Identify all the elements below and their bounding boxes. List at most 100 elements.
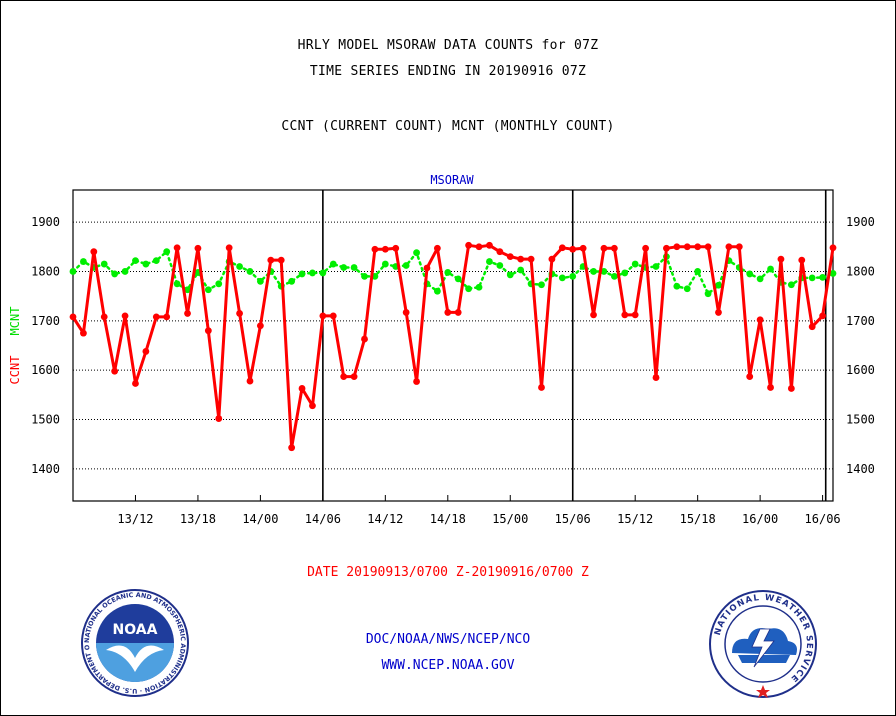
- y-tick-label-right: 1400: [846, 462, 875, 476]
- data-point-mcnt: [506, 271, 514, 279]
- chart-title-line2: TIME SERIES ENDING IN 20190916 07Z: [309, 64, 587, 79]
- data-point-ccnt: [808, 323, 816, 331]
- data-point-mcnt: [517, 266, 525, 274]
- data-point-ccnt: [173, 244, 181, 252]
- data-point-ccnt: [298, 385, 306, 392]
- data-point-mcnt: [767, 265, 774, 273]
- data-point-ccnt: [600, 244, 608, 252]
- y-tick-label-right: 1600: [846, 363, 875, 377]
- data-point-mcnt: [808, 274, 816, 282]
- data-point-ccnt: [277, 256, 285, 264]
- data-point-ccnt: [590, 311, 597, 319]
- data-point-ccnt: [621, 311, 629, 319]
- data-point-mcnt: [350, 264, 358, 271]
- data-point-mcnt: [673, 282, 681, 290]
- data-point-ccnt: [610, 244, 618, 252]
- data-point-mcnt: [329, 260, 337, 268]
- data-point-mcnt: [569, 272, 577, 280]
- data-point-ccnt: [454, 309, 462, 316]
- data-point-mcnt: [496, 262, 504, 269]
- data-point-mcnt: [288, 277, 296, 285]
- data-point-mcnt: [361, 272, 368, 280]
- x-tick-label: 13/12: [117, 512, 153, 526]
- data-point-mcnt: [402, 262, 410, 269]
- data-point-mcnt: [486, 258, 493, 265]
- data-point-ccnt: [496, 248, 504, 256]
- data-point-ccnt: [527, 255, 535, 263]
- y-tick-label-right: 1800: [846, 264, 875, 278]
- data-point-ccnt: [735, 243, 743, 251]
- left-axis-label-mcnt: MCNT: [8, 307, 22, 336]
- x-tick-label: 16/06: [805, 512, 841, 526]
- data-point-ccnt: [506, 253, 514, 261]
- data-point-mcnt: [246, 268, 254, 275]
- data-point-mcnt: [538, 281, 545, 289]
- y-tick-label-left: 1900: [31, 215, 60, 229]
- data-point-ccnt: [704, 243, 712, 251]
- data-point-ccnt: [350, 373, 358, 380]
- date-range-label: DATE 20190913/0700 Z-20190916/0700 Z: [307, 565, 589, 580]
- data-point-ccnt: [80, 329, 87, 337]
- data-point-ccnt: [663, 244, 670, 252]
- data-point-ccnt: [486, 241, 493, 249]
- data-point-ccnt: [465, 241, 473, 249]
- y-tick-label-left: 1600: [31, 363, 60, 377]
- data-point-ccnt: [538, 384, 545, 391]
- data-point-ccnt: [225, 244, 233, 252]
- data-point-mcnt: [787, 281, 795, 289]
- data-point-ccnt: [798, 256, 806, 264]
- x-tick-label: 15/00: [492, 512, 528, 526]
- y-tick-label-right: 1500: [846, 413, 875, 427]
- data-point-ccnt: [725, 243, 733, 251]
- data-point-ccnt: [402, 309, 410, 316]
- x-tick-label: 16/00: [742, 512, 778, 526]
- x-tick-label: 15/06: [555, 512, 591, 526]
- data-point-mcnt: [600, 268, 608, 275]
- data-series: [69, 241, 837, 452]
- data-point-mcnt: [746, 270, 754, 278]
- data-point-mcnt: [163, 248, 171, 256]
- data-point-mcnt: [652, 263, 660, 270]
- data-point-mcnt: [444, 269, 452, 276]
- data-point-ccnt: [152, 313, 160, 321]
- data-point-ccnt: [246, 377, 254, 385]
- data-point-ccnt: [777, 255, 785, 263]
- data-point-ccnt: [256, 322, 264, 330]
- data-point-mcnt: [590, 268, 597, 275]
- left-axis-label-ccnt: CCNT: [8, 356, 22, 385]
- day-divider-lines: [322, 190, 827, 501]
- data-point-mcnt: [694, 268, 702, 275]
- data-point-ccnt: [163, 313, 171, 321]
- x-tick-label: 13/18: [180, 512, 216, 526]
- data-point-mcnt: [69, 268, 77, 275]
- website-label: WWW.NCEP.NOAA.GOV: [381, 658, 515, 673]
- data-point-ccnt: [475, 243, 483, 251]
- data-point-mcnt: [80, 258, 87, 265]
- x-tick-label: 14/12: [367, 512, 403, 526]
- data-point-ccnt: [433, 244, 441, 252]
- data-point-mcnt: [610, 272, 618, 280]
- data-point-ccnt: [319, 312, 327, 320]
- organization-label: DOC/NOAA/NWS/NCEP/NCO: [365, 632, 531, 647]
- data-point-ccnt: [444, 309, 452, 316]
- x-tick-label: 15/12: [617, 512, 653, 526]
- data-point-ccnt: [746, 373, 754, 380]
- data-point-ccnt: [642, 244, 650, 252]
- data-point-mcnt: [704, 290, 712, 298]
- data-point-ccnt: [517, 255, 525, 263]
- data-point-ccnt: [381, 245, 389, 253]
- panel-title: MSORAW: [430, 173, 474, 187]
- data-point-mcnt: [683, 285, 691, 293]
- data-point-mcnt: [465, 285, 473, 293]
- data-point-mcnt: [184, 286, 191, 294]
- data-point-mcnt: [631, 260, 639, 268]
- x-tick-label: 14/18: [430, 512, 466, 526]
- data-point-mcnt: [298, 270, 306, 278]
- y-tick-label-right: 1700: [846, 314, 875, 328]
- data-point-mcnt: [121, 268, 129, 275]
- noaa-logo-icon: NOAA NATIONAL OCEANIC AND ATMOSPHERIC AD…: [80, 588, 189, 697]
- data-point-ccnt: [309, 402, 316, 410]
- data-point-ccnt: [579, 244, 587, 252]
- y-tick-label-left: 1700: [31, 314, 60, 328]
